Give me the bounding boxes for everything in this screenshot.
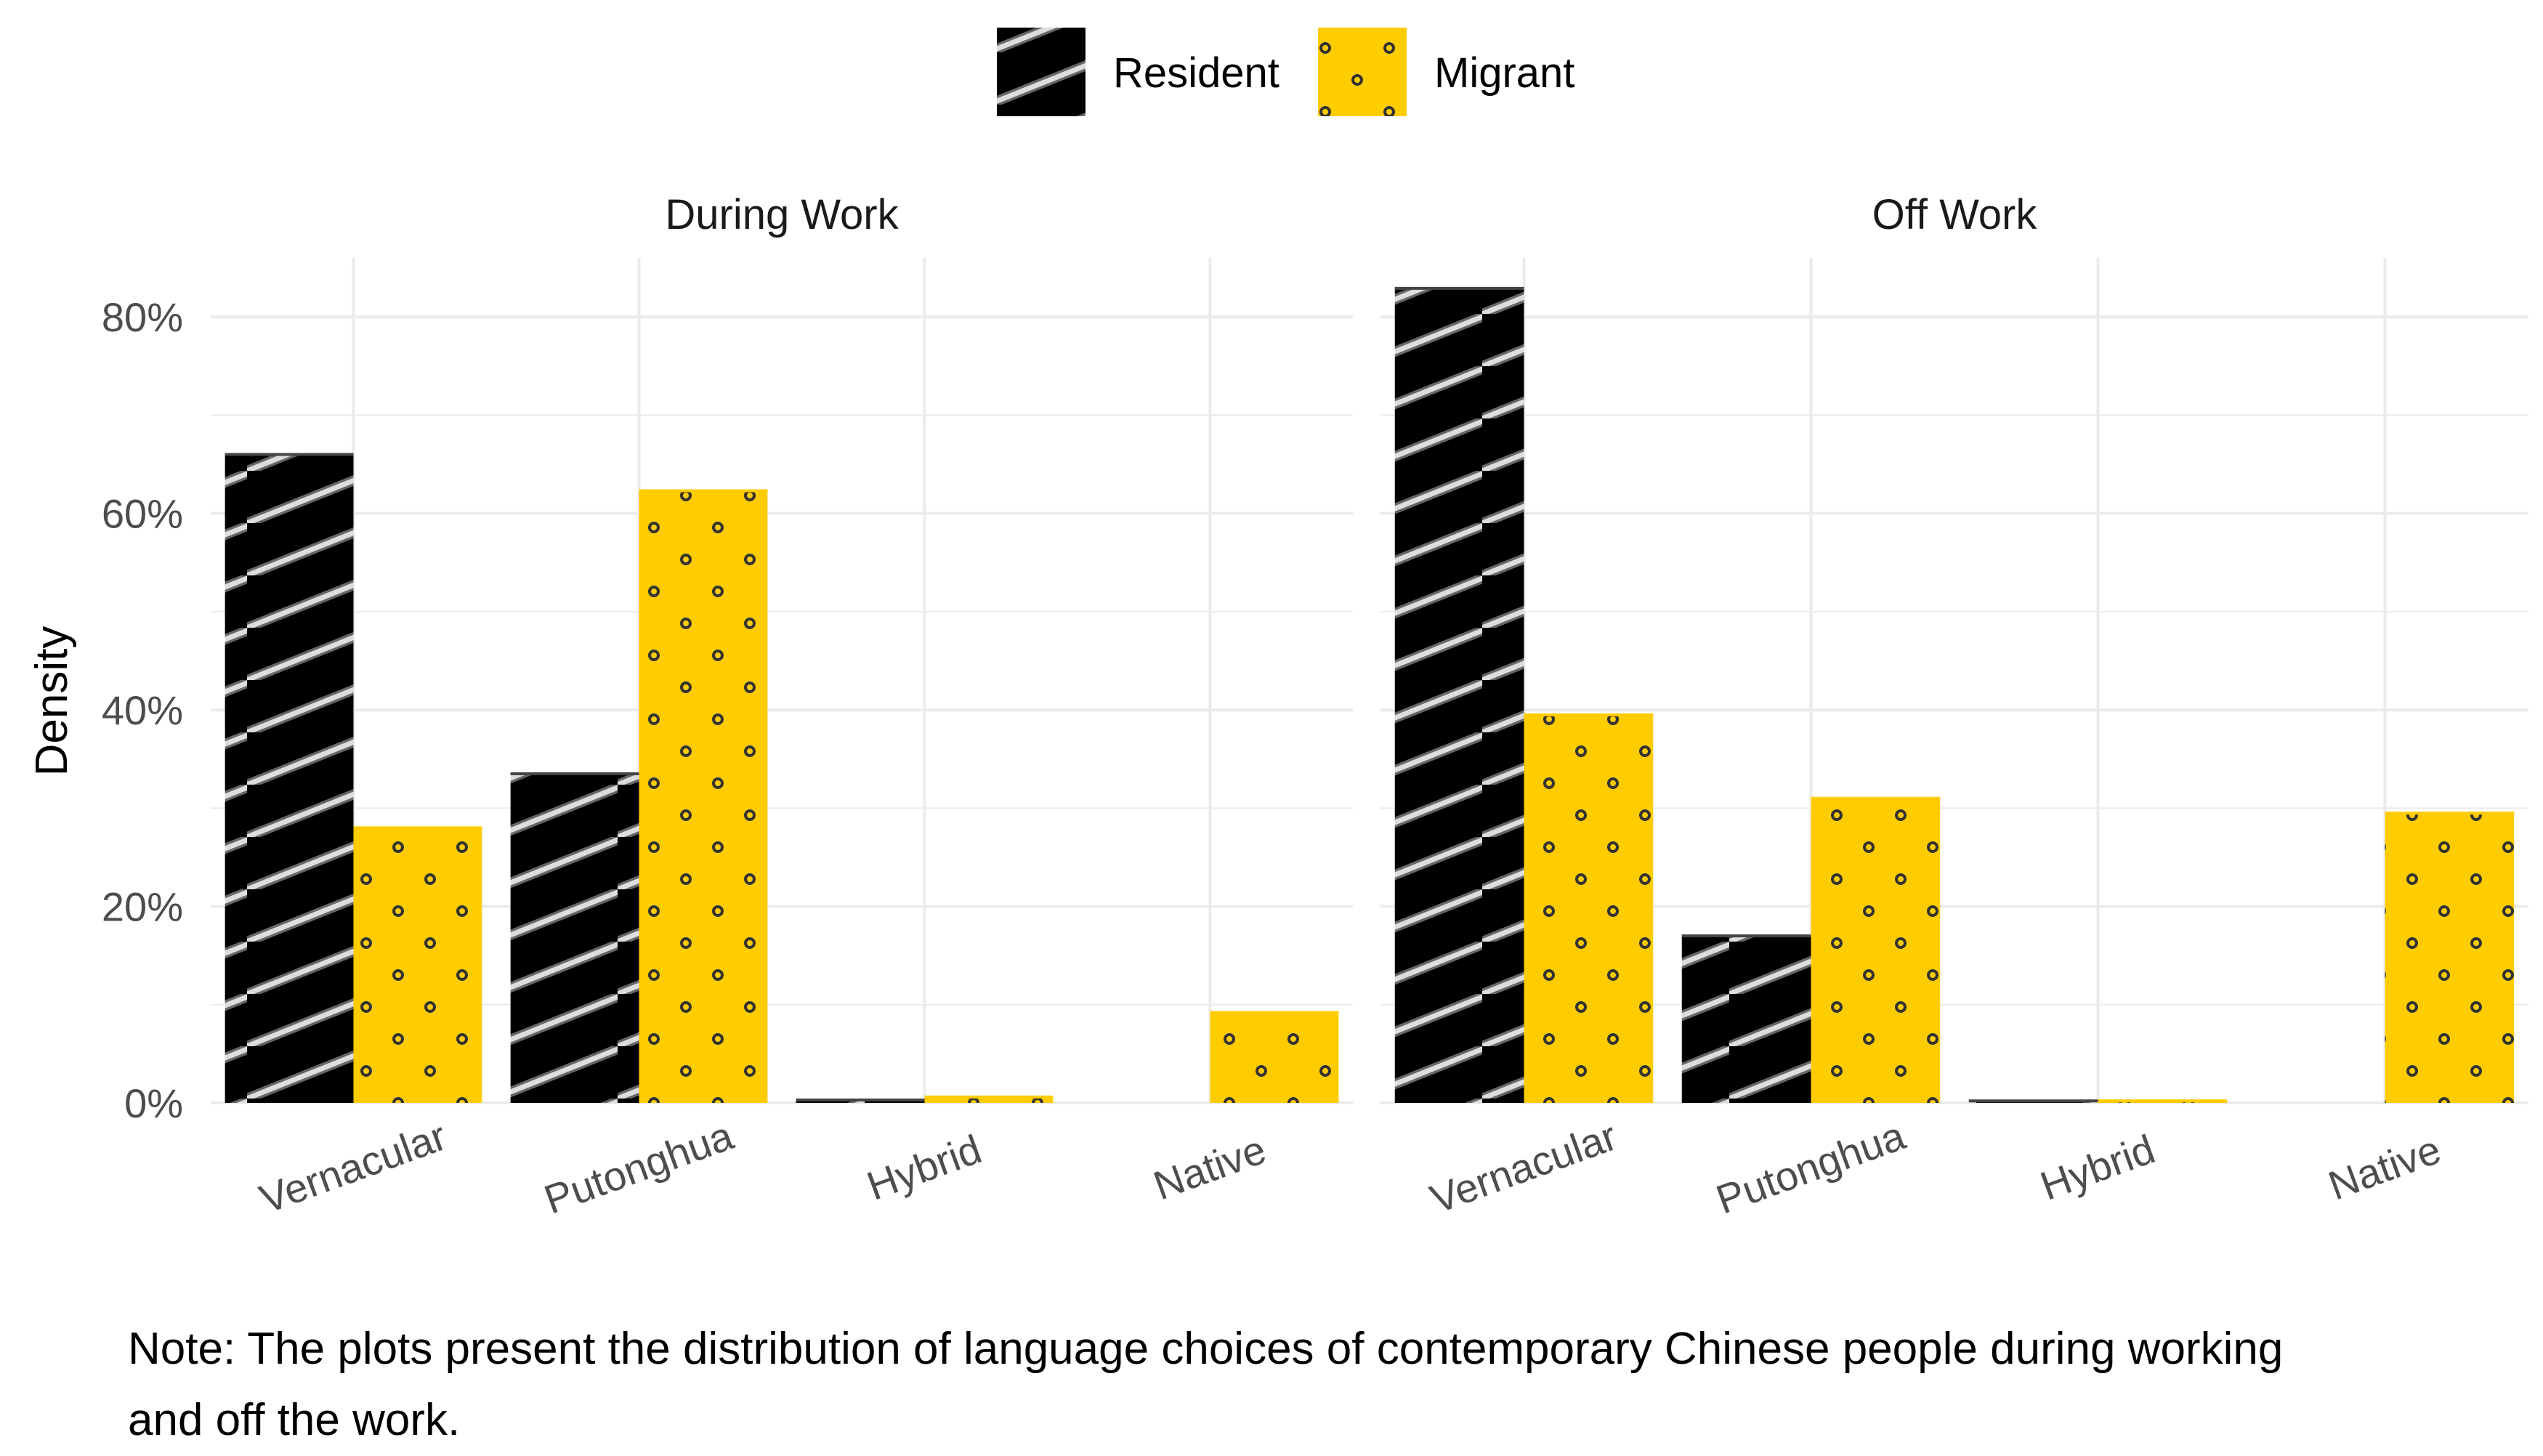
legend-swatch-resident	[997, 28, 1085, 116]
bar-migrant-hybrid	[924, 1096, 1054, 1103]
y-axis-title: Density	[27, 626, 77, 777]
panels: During Work Vernacular Putonghua Hybrid Nati…	[102, 191, 2528, 1223]
legend: Resident Migrant	[997, 28, 1574, 116]
x-tick-label: Hybrid	[2034, 1125, 2161, 1209]
x-tick-label: Native	[2322, 1126, 2446, 1208]
bar-resident-vernacular	[225, 454, 354, 1103]
bar-resident-putonghua	[1681, 936, 1811, 1103]
y-tick-label: 0%	[124, 1080, 183, 1126]
note-line-1: Note: The plots present the distribution…	[128, 1324, 2284, 1374]
bar-migrant-putonghua	[1811, 798, 1941, 1103]
bar-migrant-vernacular	[353, 828, 482, 1103]
bar-migrant-putonghua	[639, 490, 768, 1103]
bar-resident-putonghua	[510, 773, 639, 1103]
legend-item-resident: Resident	[997, 28, 1279, 116]
note-line-2: and off the work.	[128, 1395, 461, 1445]
panel-0: During Work Vernacular Putonghua Hybrid Nati…	[211, 191, 1353, 1223]
x-tick-label: Native	[1147, 1126, 1272, 1208]
x-tick-label: Putonghua	[1710, 1112, 1912, 1222]
legend-label-resident: Resident	[1113, 49, 1279, 97]
y-tick-label: 80%	[102, 294, 183, 340]
panel-1: Off Work Vernacular Putonghua Hybrid Native	[1380, 191, 2528, 1223]
legend-label-migrant: Migrant	[1434, 49, 1574, 97]
legend-swatch-migrant	[1318, 28, 1407, 116]
panel-title: During Work	[665, 191, 899, 238]
legend-item-migrant: Migrant	[1318, 28, 1574, 116]
bar-migrant-native	[1210, 1012, 1339, 1103]
x-tick-label: Hybrid	[861, 1125, 987, 1209]
bar-migrant-native	[2385, 813, 2515, 1103]
y-tick-label: 20%	[102, 884, 183, 930]
x-tick-label: Vernacular	[254, 1112, 452, 1222]
bar-resident-vernacular	[1394, 288, 1524, 1103]
bar-resident-hybrid	[796, 1099, 925, 1103]
chart-note: Note: The plots present the distribution…	[128, 1314, 2526, 1456]
bar-migrant-vernacular	[1524, 714, 1654, 1103]
y-tick-label: 40%	[102, 687, 183, 733]
y-tick-label: 60%	[102, 491, 183, 537]
x-tick-label: Putonghua	[538, 1112, 740, 1222]
x-tick-label: Vernacular	[1424, 1112, 1622, 1222]
panel-title: Off Work	[1872, 191, 2038, 238]
